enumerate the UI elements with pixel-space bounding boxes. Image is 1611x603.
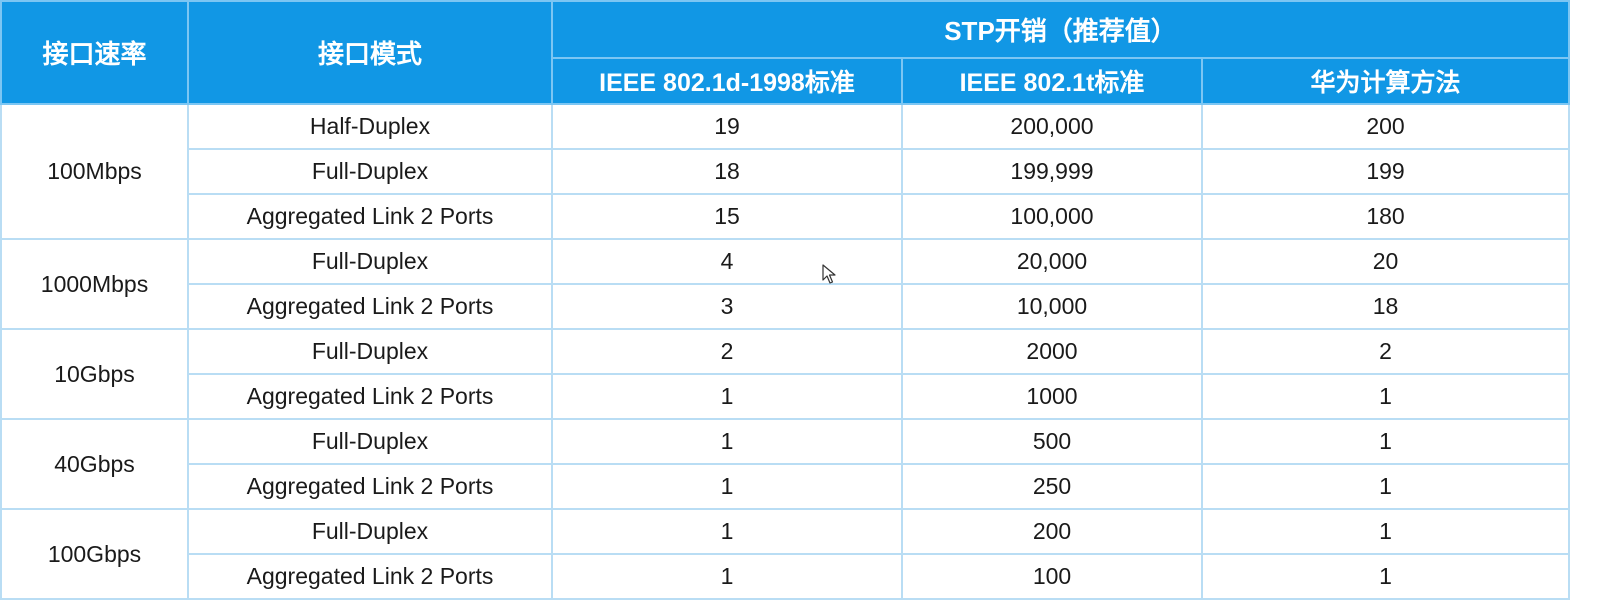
table-row: Aggregated Link 2 Ports 15 100,000 180 bbox=[1, 193, 1571, 240]
mode-cell: Aggregated Link 2 Ports bbox=[187, 463, 553, 510]
huawei-cell: 1 bbox=[1200, 373, 1571, 420]
mode-cell: Aggregated Link 2 Ports bbox=[187, 193, 553, 240]
mode-cell: Full-Duplex bbox=[187, 148, 553, 195]
speed-cell: 40Gbps bbox=[0, 418, 189, 510]
ieee-8021d-1998-cell: 1 bbox=[551, 508, 903, 555]
table-row: Aggregated Link 2 Ports 1 100 1 bbox=[1, 553, 1571, 600]
speed-cell: 1000Mbps bbox=[0, 238, 189, 330]
table-row: Aggregated Link 2 Ports 1 250 1 bbox=[1, 463, 1571, 510]
huawei-cell: 1 bbox=[1200, 508, 1571, 555]
ieee-8021d-1998-cell: 19 bbox=[551, 103, 903, 150]
ieee-8021d-1998-cell: 1 bbox=[551, 418, 903, 465]
ieee-8021t-cell: 200,000 bbox=[901, 103, 1203, 150]
header-stp-cost: STP开销（推荐值） bbox=[550, 0, 1571, 59]
huawei-cell: 180 bbox=[1200, 193, 1571, 240]
speed-cell: 100Gbps bbox=[0, 508, 189, 600]
ieee-8021t-cell: 199,999 bbox=[901, 148, 1203, 195]
table-row: Aggregated Link 2 Ports 1 1000 1 bbox=[1, 373, 1571, 420]
table-row: 1000Mbps Full-Duplex 4 20,000 20 bbox=[0, 238, 1571, 330]
ieee-8021d-1998-cell: 2 bbox=[551, 328, 903, 375]
huawei-cell: 20 bbox=[1200, 238, 1571, 285]
huawei-cell: 1 bbox=[1200, 553, 1571, 600]
ieee-8021d-1998-cell: 15 bbox=[551, 193, 903, 240]
mode-cell: Aggregated Link 2 Ports bbox=[187, 283, 553, 330]
ieee-8021d-1998-cell: 1 bbox=[551, 463, 903, 510]
ieee-8021d-1998-cell: 1 bbox=[551, 553, 903, 600]
ieee-8021t-cell: 250 bbox=[901, 463, 1203, 510]
huawei-cell: 199 bbox=[1200, 148, 1571, 195]
mode-cell: Full-Duplex bbox=[187, 238, 553, 285]
mouse-pointer-icon bbox=[822, 264, 836, 284]
ieee-8021t-cell: 200 bbox=[901, 508, 1203, 555]
huawei-cell: 200 bbox=[1200, 103, 1571, 150]
ieee-8021t-cell: 100,000 bbox=[901, 193, 1203, 240]
ieee-8021d-1998-cell: 4 bbox=[551, 238, 903, 285]
mode-cell: Full-Duplex bbox=[187, 418, 553, 465]
speed-cell: 100Mbps bbox=[0, 103, 189, 240]
table-row: 40Gbps Full-Duplex 1 500 1 bbox=[0, 418, 1571, 510]
table-header: 接口速率 接口模式 STP开销（推荐值） IEEE 802.1d-1998标准 … bbox=[0, 0, 1571, 105]
table-row: 100Mbps Half-Duplex 19 200,000 200 bbox=[0, 103, 1571, 240]
table-row: Aggregated Link 2 Ports 3 10,000 18 bbox=[1, 283, 1571, 330]
huawei-cell: 2 bbox=[1200, 328, 1571, 375]
ieee-8021t-cell: 10,000 bbox=[901, 283, 1203, 330]
huawei-cell: 1 bbox=[1200, 463, 1571, 510]
header-speed: 接口速率 bbox=[0, 0, 189, 105]
ieee-8021t-cell: 20,000 bbox=[901, 238, 1203, 285]
table-row: Full-Duplex 18 199,999 199 bbox=[1, 148, 1571, 195]
ieee-8021t-cell: 1000 bbox=[901, 373, 1203, 420]
mode-cell: Full-Duplex bbox=[187, 508, 553, 555]
speed-cell: 10Gbps bbox=[0, 328, 189, 420]
header-ieee-8021t: IEEE 802.1t标准 bbox=[901, 57, 1203, 105]
mode-cell: Half-Duplex bbox=[187, 103, 553, 150]
header-huawei-method: 华为计算方法 bbox=[1200, 57, 1571, 105]
table-row: 10Gbps Full-Duplex 2 2000 2 bbox=[0, 328, 1571, 420]
ieee-8021t-cell: 500 bbox=[901, 418, 1203, 465]
huawei-cell: 1 bbox=[1200, 418, 1571, 465]
huawei-cell: 18 bbox=[1200, 283, 1571, 330]
ieee-8021t-cell: 2000 bbox=[901, 328, 1203, 375]
mode-cell: Full-Duplex bbox=[187, 328, 553, 375]
table-row: 100Gbps Full-Duplex 1 200 1 bbox=[0, 508, 1571, 600]
ieee-8021d-1998-cell: 3 bbox=[551, 283, 903, 330]
header-ieee-8021d-1998: IEEE 802.1d-1998标准 bbox=[551, 57, 903, 105]
mode-cell: Aggregated Link 2 Ports bbox=[187, 373, 553, 420]
stp-cost-table: 接口速率 接口模式 STP开销（推荐值） IEEE 802.1d-1998标准 … bbox=[0, 0, 1571, 600]
ieee-8021t-cell: 100 bbox=[901, 553, 1203, 600]
table-body: 100Mbps Half-Duplex 19 200,000 200 Full-Duple… bbox=[0, 103, 1571, 600]
header-mode: 接口模式 bbox=[187, 0, 553, 105]
mode-cell: Aggregated Link 2 Ports bbox=[187, 553, 553, 600]
ieee-8021d-1998-cell: 1 bbox=[551, 373, 903, 420]
ieee-8021d-1998-cell: 18 bbox=[551, 148, 903, 195]
